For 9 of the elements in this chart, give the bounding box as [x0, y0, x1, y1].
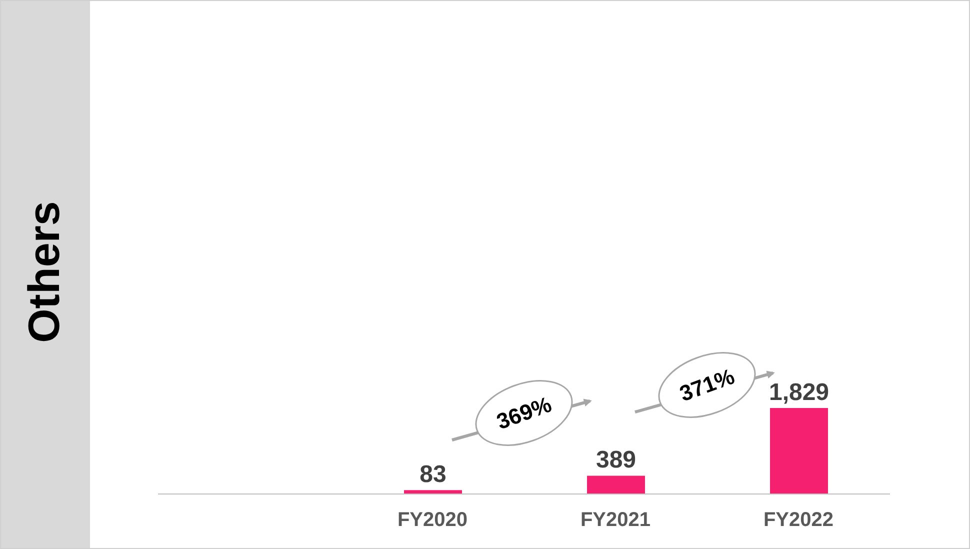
- annotation: 369%: [493, 392, 555, 434]
- data-label: 83: [420, 461, 446, 488]
- x-tick-label: FY2021: [580, 509, 651, 532]
- x-tick-label: FY2020: [397, 509, 468, 532]
- x-tick-label: FY2022: [763, 509, 834, 532]
- data-label: 1,829: [768, 379, 830, 406]
- text: 371%: [676, 364, 738, 406]
- y-axis-title: Others: [20, 201, 70, 343]
- data-label: 389: [596, 446, 636, 474]
